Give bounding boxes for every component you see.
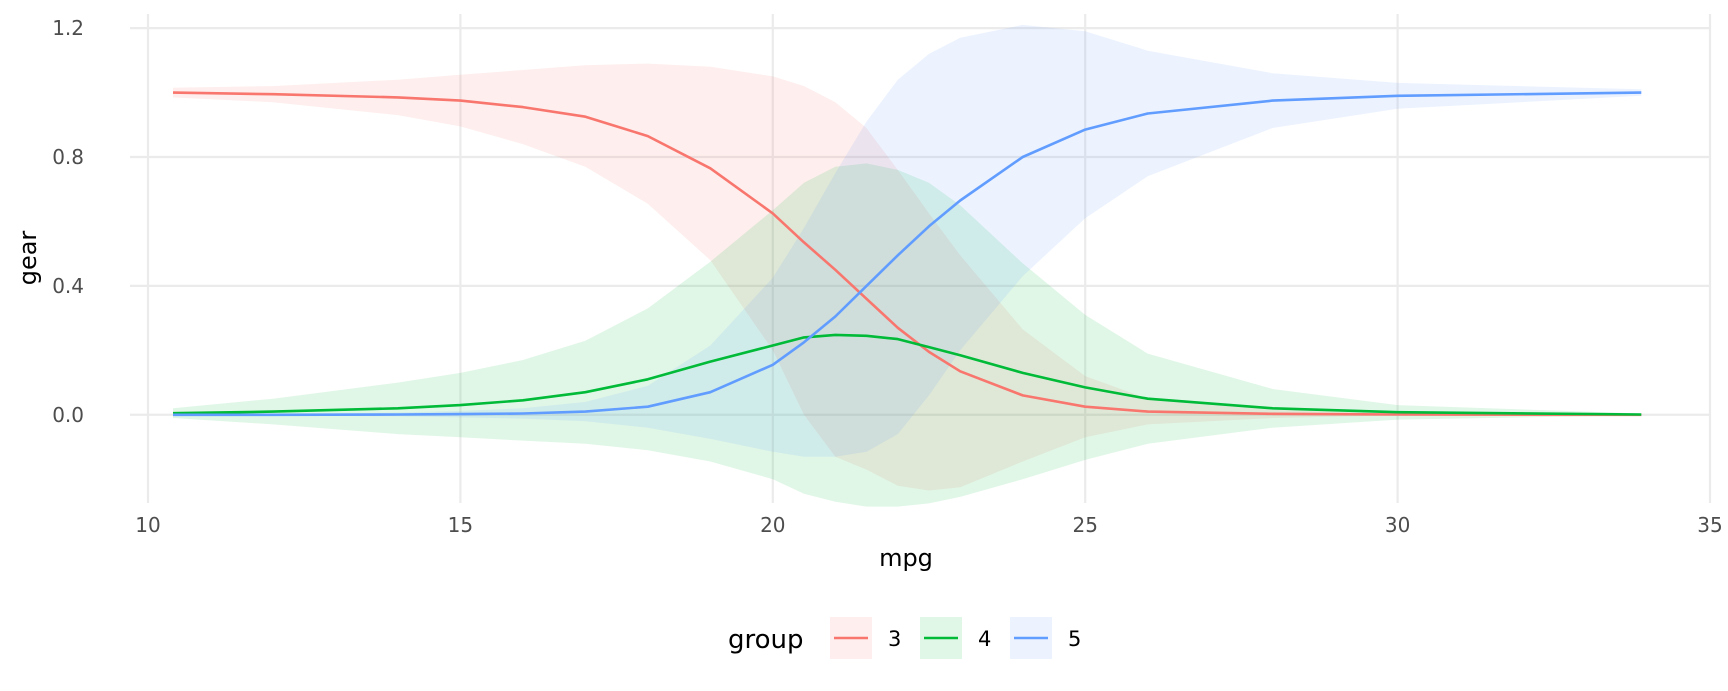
x-tick-label: 15: [448, 513, 473, 537]
legend-label: 3: [888, 627, 901, 651]
y-tick-label: 0.4: [52, 274, 84, 298]
x-tick-label: 35: [1697, 513, 1722, 537]
ribbon-series-3: [173, 63, 1642, 491]
x-tick-label: 20: [760, 513, 785, 537]
x-tick-label: 25: [1072, 513, 1097, 537]
x-axis-title: mpg: [879, 544, 933, 572]
line-series-4: [172, 333, 1642, 416]
y-tick-label: 0.0: [52, 403, 84, 427]
ribbon-series-5: [173, 24, 1642, 457]
y-axis-title: gear: [14, 231, 42, 286]
tick-labels: 10 15 20 25 30 35 0.0 0.4 0.8 1.2: [52, 16, 1723, 537]
series-lines: [172, 91, 1642, 417]
legend-label: 5: [1068, 627, 1081, 651]
legend-item-3: 3: [830, 617, 901, 659]
legend-items: 3 4 5: [830, 617, 1081, 659]
x-tick-label: 30: [1385, 513, 1410, 537]
line-series-3: [172, 91, 1642, 417]
legend-item-4: 4: [920, 617, 991, 659]
legend-label: 4: [978, 627, 991, 651]
y-tick-label: 0.8: [52, 145, 84, 169]
legend-title: group: [728, 625, 804, 655]
legend-item-5: 5: [1010, 617, 1081, 659]
legend: group 3 4 5: [728, 617, 1081, 659]
line-series-5: [173, 91, 1642, 417]
y-tick-label: 1.2: [52, 16, 84, 40]
x-tick-label: 10: [135, 513, 160, 537]
